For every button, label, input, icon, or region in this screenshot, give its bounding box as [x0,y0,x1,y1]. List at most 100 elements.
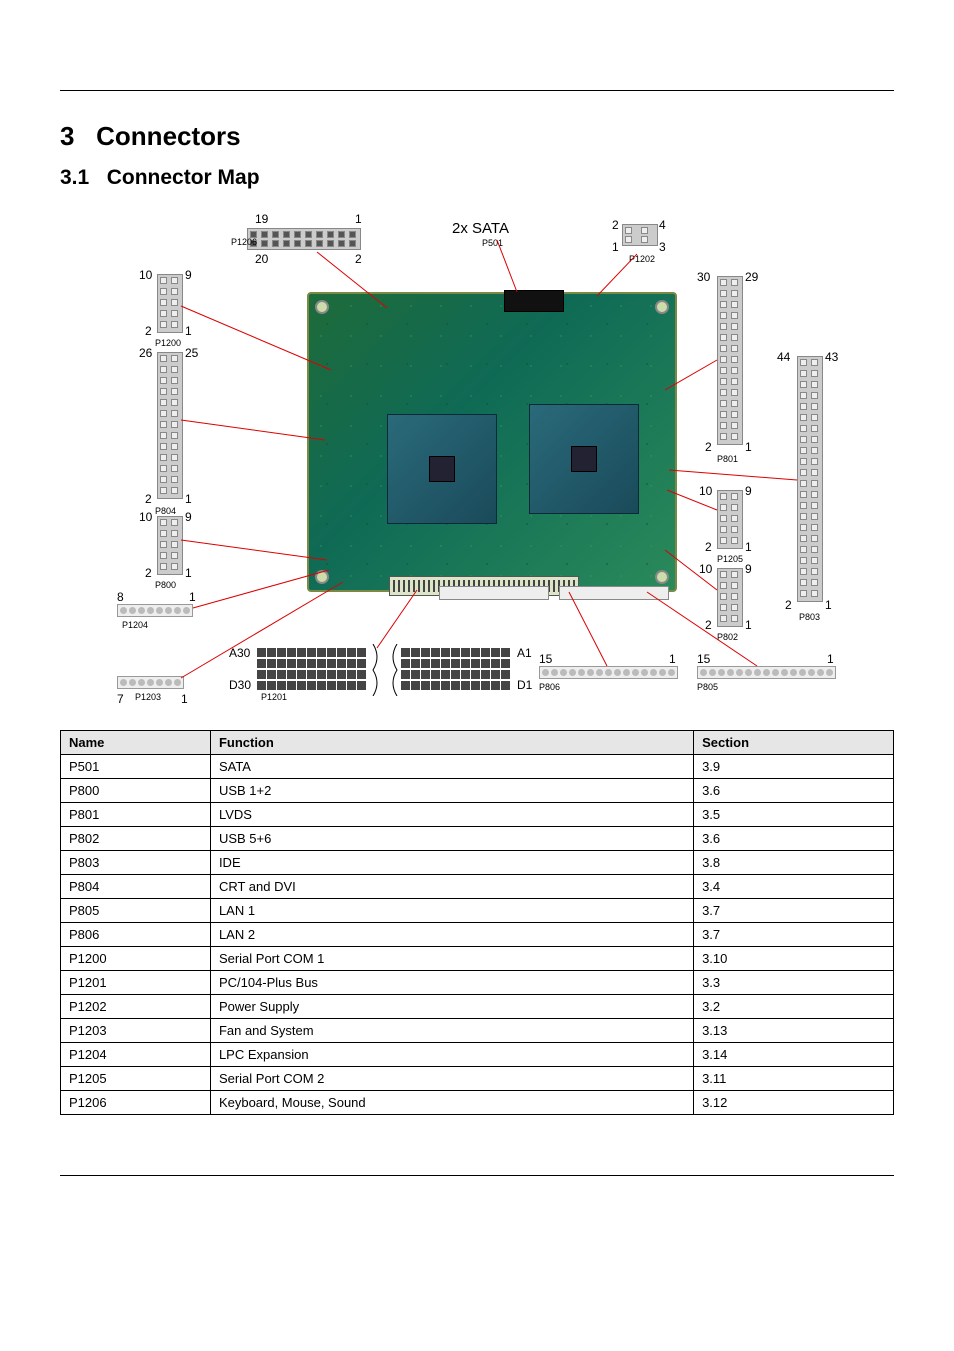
pin-label: 29 [745,270,758,284]
ref-label: P802 [717,632,738,642]
pin-label: 10 [139,510,152,524]
pin-label: 7 [117,692,124,706]
ref-label: P1206 [231,237,257,247]
ref-label: P806 [539,682,560,692]
table-cell: CRT and DVI [210,875,693,899]
pin-label: A1 [517,646,532,660]
pin-label: 1 [745,440,752,454]
p804-header: document.write(Array(26).fill('<div clas… [157,352,183,499]
subsection-title-text: Connector Map [107,166,260,189]
table-cell: 3.6 [694,827,894,851]
table-cell: 3.5 [694,803,894,827]
sata-ref: P501 [482,238,503,248]
table-row: P806LAN 23.7 [61,923,894,947]
pin-label: 1 [612,240,619,254]
sata-connector [504,290,564,312]
p1205-header: document.write(Array(10).fill('<div clas… [717,490,743,549]
table-row: P1202Power Supply3.2 [61,995,894,1019]
ref-label: P801 [717,454,738,464]
white-connector [559,586,669,600]
p802-header: document.write(Array(10).fill('<div clas… [717,568,743,627]
p1201-right: document.write(Array(44).fill('<div clas… [401,648,510,691]
col-function: Function [210,731,693,755]
table-cell: 3.2 [694,995,894,1019]
table-row: P804CRT and DVI3.4 [61,875,894,899]
table-row: P1200Serial Port COM 13.10 [61,947,894,971]
table-cell: LAN 1 [210,899,693,923]
pin-label: 19 [255,212,268,226]
pin-label: 2 [705,618,712,632]
table-cell: USB 5+6 [210,827,693,851]
table-cell: 3.4 [694,875,894,899]
section-title-text: Connectors [96,121,240,151]
pin-label: 1 [185,492,192,506]
pin-label: 1 [745,540,752,554]
table-cell: PC/104-Plus Bus [210,971,693,995]
table-cell: IDE [210,851,693,875]
document-page: 3 Connectors 3.1 Connector Map 2x SATA P… [0,0,954,1351]
table-cell: P804 [61,875,211,899]
table-row: P501SATA3.9 [61,755,894,779]
pin-label: 10 [699,562,712,576]
table-cell: 3.3 [694,971,894,995]
table-row: P805LAN 13.7 [61,899,894,923]
table-cell: P803 [61,851,211,875]
pin-label: 9 [185,510,192,524]
table-row: P1204LPC Expansion3.14 [61,1043,894,1067]
table-cell: P1202 [61,995,211,1019]
pcb-board [307,292,677,592]
table-cell: 3.10 [694,947,894,971]
ref-label: P800 [155,580,176,590]
p1202-header [622,224,658,246]
pin-label: 1 [355,212,362,226]
table-cell: P1201 [61,971,211,995]
pin-label: 30 [697,270,710,284]
p1204-header: document.write(Array(8).fill('<div class… [117,604,193,617]
pin-label: 3 [659,240,666,254]
pin-label: 8 [117,590,124,604]
table-cell: 3.7 [694,899,894,923]
pin-label: 44 [777,350,790,364]
table-cell: 3.8 [694,851,894,875]
col-name: Name [61,731,211,755]
pin-label: 9 [745,562,752,576]
mount-hole [655,300,669,314]
table-cell: P501 [61,755,211,779]
table-cell: P1203 [61,1019,211,1043]
table-cell: 3.9 [694,755,894,779]
p1201-left: document.write(Array(44).fill('<div clas… [257,648,366,691]
table-row: P803IDE3.8 [61,851,894,875]
mount-hole [315,300,329,314]
northbridge-chip [529,404,639,514]
table-cell: 3.7 [694,923,894,947]
table-cell: LVDS [210,803,693,827]
table-row: P1206Keyboard, Mouse, Sound3.12 [61,1091,894,1115]
ref-label: P805 [697,682,718,692]
connector-map-diagram: 2x SATA P501 document.write(Array(20).fi… [117,210,837,700]
table-body: P501SATA3.9P800USB 1+23.6P801LVDS3.5P802… [61,755,894,1115]
pin-label: 2 [612,218,619,232]
pin-label: 2 [705,540,712,554]
table-cell: Serial Port COM 1 [210,947,693,971]
table-row: P800USB 1+23.6 [61,779,894,803]
pin-label: 25 [185,346,198,360]
pin-label: 10 [139,268,152,282]
col-section: Section [694,731,894,755]
ref-label: P1204 [122,620,148,630]
p800-header: document.write(Array(10).fill('<div clas… [157,516,183,575]
pin-label: 1 [825,598,832,612]
mount-hole [315,570,329,584]
table-cell: 3.11 [694,1067,894,1091]
table-cell: 3.6 [694,779,894,803]
table-cell: 3.14 [694,1043,894,1067]
pin-label: 26 [139,346,152,360]
ref-label: P804 [155,506,176,516]
table-row: P1203Fan and System3.13 [61,1019,894,1043]
header-rule [60,90,894,91]
table-cell: Fan and System [210,1019,693,1043]
pin-label: 1 [181,692,188,706]
table-cell: LPC Expansion [210,1043,693,1067]
p1203-header: document.write(Array(7).fill('<div class… [117,676,184,689]
pin-label: D1 [517,678,532,692]
pin-label: 1 [185,324,192,338]
